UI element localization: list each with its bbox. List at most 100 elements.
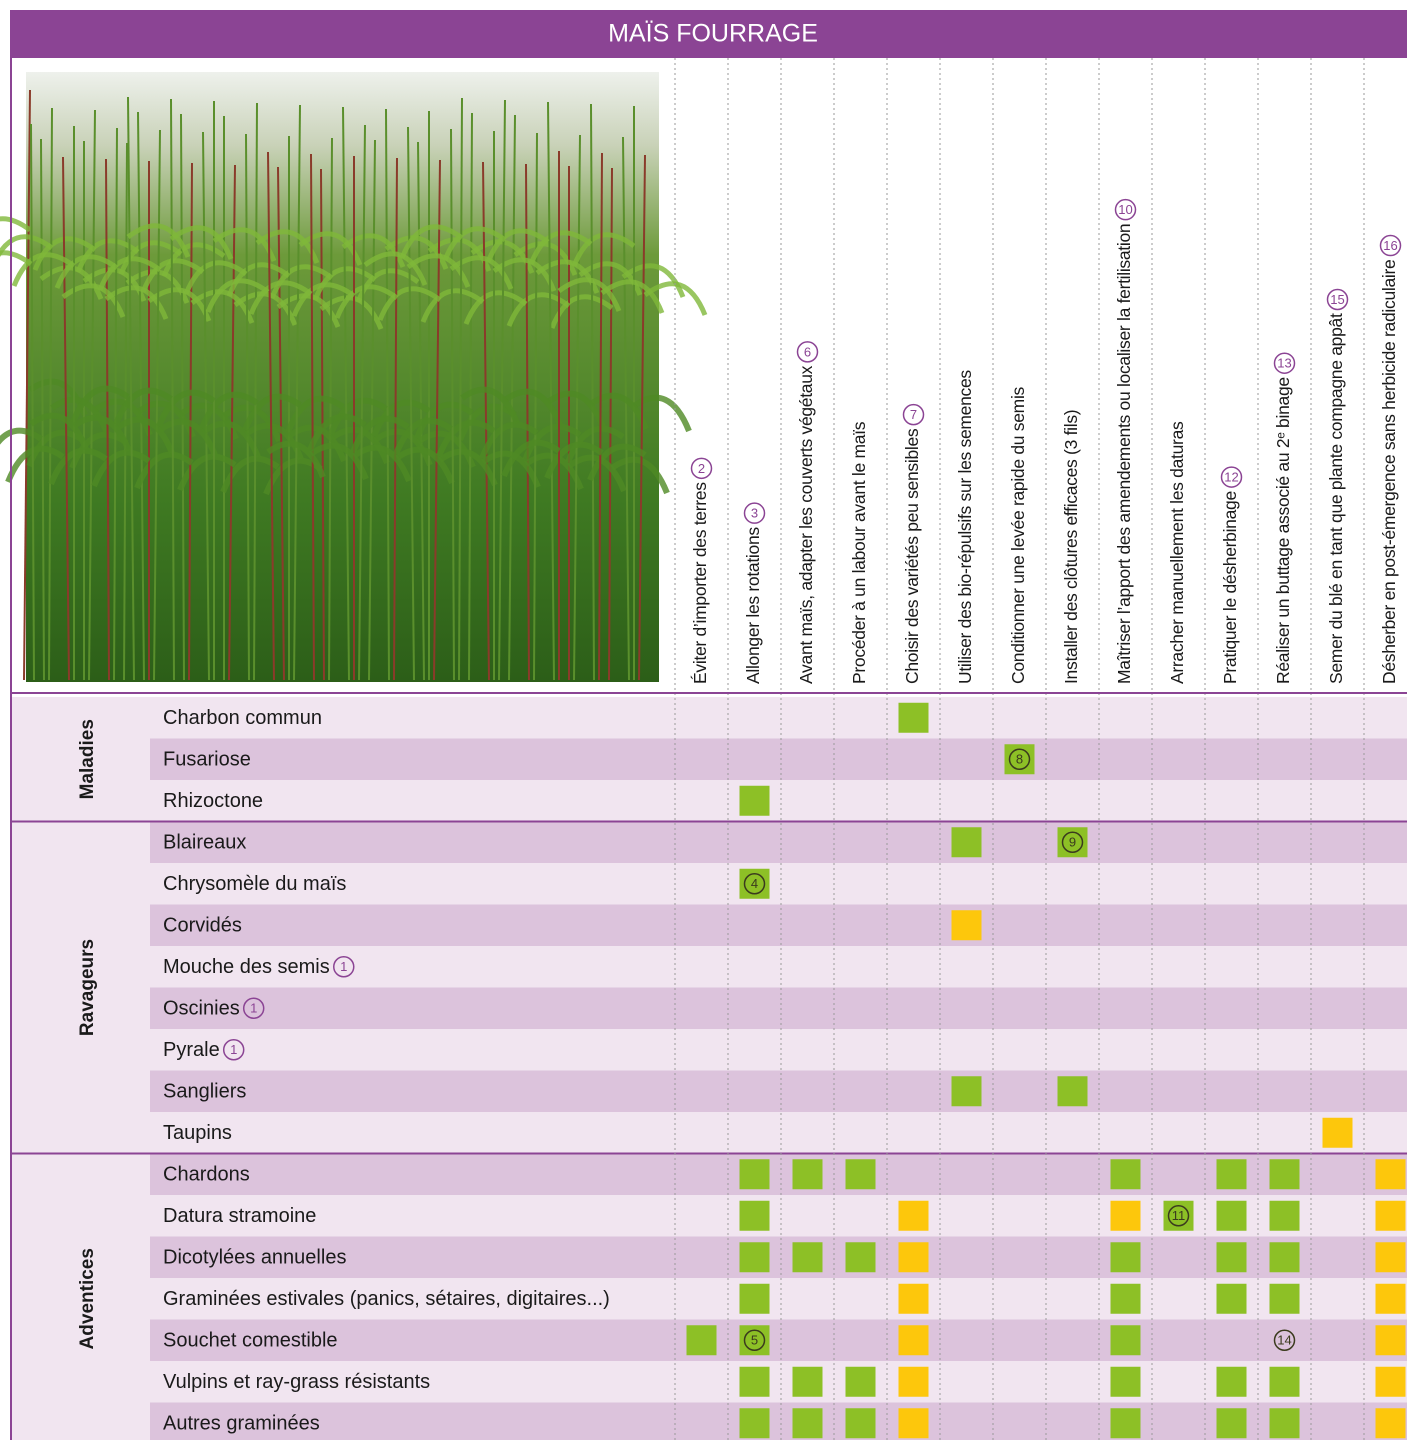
row-label: Graminées estivales (panics, sétaires, d…: [163, 1288, 610, 1310]
row-label: Blaireaux: [163, 832, 246, 854]
column-header: Conditionner une levée rapide du semis: [1008, 386, 1028, 684]
cell-square: [1111, 1201, 1141, 1231]
column-header: Arracher manuellement les daturas: [1167, 421, 1187, 684]
cell-square: [1270, 1367, 1300, 1397]
cell-square: [899, 1325, 929, 1355]
row-label: Fusariose: [163, 749, 251, 771]
row-background: [150, 697, 1407, 739]
cell-square: [899, 1242, 929, 1272]
row-background: [150, 1320, 1407, 1362]
column-note: 12: [1222, 467, 1242, 487]
column-header: Semer du blé en tant que plante compagne…: [1326, 313, 1346, 684]
table: MAÏS FOURRAGE Charbon commun Fusariose Rhi…: [0, 0, 1407, 1440]
cell-square: [1376, 1325, 1406, 1355]
cell-square: [793, 1367, 823, 1397]
cell-square: [793, 1408, 823, 1438]
row-background: [150, 822, 1407, 864]
cell-square: [1376, 1242, 1406, 1272]
note-number: 16: [1383, 238, 1397, 253]
cell-square: [1111, 1284, 1141, 1314]
cell-square: [1217, 1284, 1247, 1314]
title: MAÏS FOURRAGE: [608, 20, 818, 48]
cell-square: [740, 1159, 770, 1189]
note-number: 3: [751, 506, 758, 521]
row-label: Dicotylées annuelles: [163, 1247, 346, 1269]
note-number: 13: [1277, 356, 1291, 371]
row-background: [150, 1071, 1407, 1113]
column-note: 10: [1116, 200, 1136, 220]
cell-square: [1270, 1242, 1300, 1272]
note-number: 1: [250, 1001, 257, 1016]
row-label: Rhizoctone: [163, 790, 263, 812]
cell-square: [846, 1408, 876, 1438]
column-note: 3: [745, 503, 765, 523]
note-number: 10: [1118, 202, 1132, 217]
cell-square: [1323, 1118, 1353, 1148]
column-note: 16: [1381, 236, 1401, 256]
row-background: [150, 739, 1407, 781]
column-header: Désherber en post-émergence sans herbici…: [1379, 260, 1399, 684]
cell-square: [1376, 1408, 1406, 1438]
cell-square: [1217, 1408, 1247, 1438]
cell-square: [952, 910, 982, 940]
row-label: Mouche des semis: [163, 956, 330, 978]
cell-square: [793, 1242, 823, 1272]
row-label: Sangliers: [163, 1081, 246, 1103]
photo: [26, 72, 659, 682]
cell-square: [1270, 1284, 1300, 1314]
column-header: Maîtriser l’apport des amendements ou lo…: [1114, 224, 1134, 684]
row-background: [150, 946, 1407, 988]
page: MAÏS FOURRAGE Charbon commun Fusariose Rhi…: [0, 0, 1407, 1440]
note-number: 7: [910, 407, 917, 422]
note-number: 1: [340, 959, 347, 974]
cell-square: [1111, 1242, 1141, 1272]
cell-square: [952, 827, 982, 857]
column-note: 2: [692, 458, 712, 478]
column-header: Réaliser un buttage associé au 2ᵉ binage: [1273, 377, 1293, 684]
column-header: Utiliser des bio-répulsifs sur les semen…: [955, 370, 975, 684]
cell-square: [899, 703, 929, 733]
column-note: 7: [904, 405, 924, 425]
group-label: Maladies: [77, 719, 98, 799]
cell-square: [740, 1201, 770, 1231]
row-label: Chrysomèle du maïs: [163, 873, 346, 895]
note-number: 1: [230, 1042, 237, 1057]
row-label: Datura stramoine: [163, 1205, 316, 1227]
cell-square: [1111, 1159, 1141, 1189]
note-number: 4: [751, 876, 758, 891]
cell-square: [687, 1325, 717, 1355]
note-number: 14: [1277, 1333, 1291, 1348]
note-number: 5: [751, 1333, 758, 1348]
cell-square: [1111, 1367, 1141, 1397]
group-label: Ravageurs: [77, 939, 98, 1036]
cell-square: [1376, 1284, 1406, 1314]
column-note: 15: [1328, 289, 1348, 309]
row-background: [150, 1029, 1407, 1071]
cell-square: [1270, 1201, 1300, 1231]
cell-square: [846, 1367, 876, 1397]
cell-square: [793, 1159, 823, 1189]
row-label: Corvidés: [163, 915, 242, 937]
cell-square: [1376, 1159, 1406, 1189]
column-note: 6: [798, 342, 818, 362]
cell-square: [740, 1408, 770, 1438]
note-number: 6: [804, 344, 811, 359]
row-background: [150, 905, 1407, 947]
cell-square: [1217, 1159, 1247, 1189]
cell-square: [899, 1284, 929, 1314]
note-number: 8: [1016, 752, 1023, 767]
cell-square: [740, 1367, 770, 1397]
cell-square: [1217, 1242, 1247, 1272]
note-number: 9: [1069, 835, 1076, 850]
cell-square: [846, 1242, 876, 1272]
group-label: Adventices: [77, 1248, 98, 1349]
cell-square: [1217, 1201, 1247, 1231]
cell-square: [740, 786, 770, 816]
cell-square: [740, 1284, 770, 1314]
column-header: Installer des clôtures efficaces (3 fils…: [1061, 410, 1081, 684]
cell-square: [846, 1159, 876, 1189]
cell-square: [1217, 1367, 1247, 1397]
row-label: Charbon commun: [163, 707, 322, 729]
row-label: Pyrale: [163, 1039, 220, 1061]
cell-square: [740, 1242, 770, 1272]
